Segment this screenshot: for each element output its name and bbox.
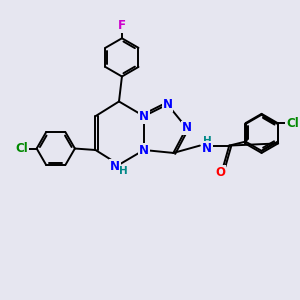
Text: N: N (202, 142, 212, 155)
Text: Cl: Cl (286, 117, 299, 130)
Text: H: H (119, 166, 128, 176)
Text: N: N (110, 160, 120, 173)
Text: N: N (202, 144, 212, 154)
Text: Cl: Cl (15, 142, 28, 155)
Text: N: N (163, 98, 172, 111)
Text: H: H (202, 137, 212, 147)
Text: H: H (203, 136, 212, 146)
Text: N: N (139, 143, 149, 157)
Text: O: O (215, 166, 225, 179)
Text: N: N (139, 110, 149, 123)
Text: N: N (182, 122, 192, 134)
Text: F: F (118, 20, 126, 32)
